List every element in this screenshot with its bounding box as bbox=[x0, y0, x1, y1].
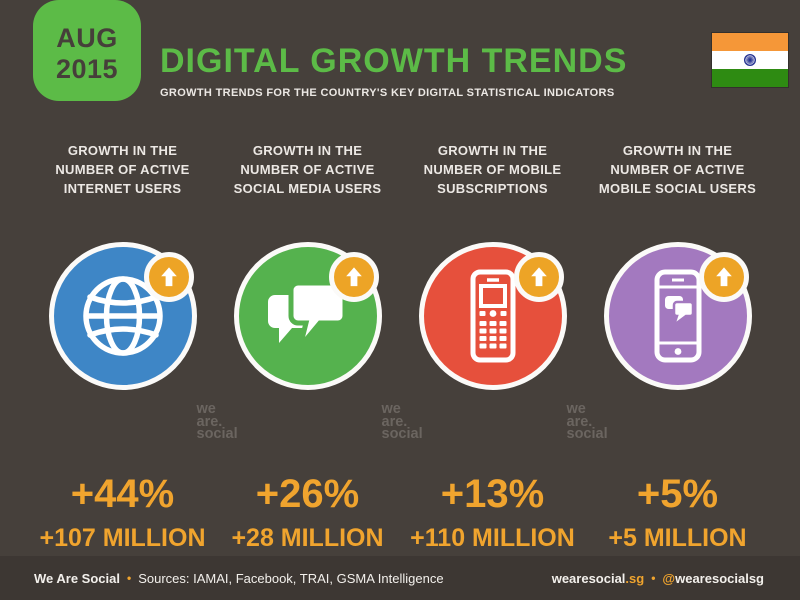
up-arrow-icon bbox=[160, 267, 177, 287]
footer-bar: We Are Social • Sources: IAMAI, Facebook… bbox=[0, 556, 800, 600]
footer-left: We Are Social • Sources: IAMAI, Facebook… bbox=[34, 571, 444, 586]
bullet-separator-icon: • bbox=[651, 571, 656, 585]
up-arrow-icon bbox=[345, 267, 362, 287]
smartphone-chat-icon bbox=[654, 269, 701, 363]
circle-area: we are. social bbox=[400, 242, 608, 443]
metric-heading: GROWTH IN THE NUMBER OF ACTIVE INTERNET … bbox=[55, 143, 190, 196]
circle-area: we are. social bbox=[215, 242, 423, 443]
we-are-social-watermark: we are. social bbox=[566, 401, 608, 442]
we-are-social-watermark: we are. social bbox=[381, 401, 423, 442]
flag-saffron-band bbox=[712, 33, 788, 51]
growth-arrow-badge bbox=[143, 252, 194, 302]
growth-absolute: +107 MILLION bbox=[39, 524, 206, 552]
mobile-subscriptions-circle bbox=[418, 242, 567, 390]
up-arrow-icon bbox=[715, 267, 732, 287]
social-media-users-circle bbox=[233, 242, 382, 390]
metric-column-social-media-users: GROWTH IN THE NUMBER OF ACTIVE SOCIAL ME… bbox=[215, 142, 423, 600]
growth-arrow-badge bbox=[698, 252, 749, 302]
title-block: DIGITAL GROWTH TRENDS GROWTH TRENDS FOR … bbox=[160, 44, 627, 99]
mobile-social-users-circle bbox=[603, 242, 752, 390]
internet-users-circle bbox=[48, 242, 197, 390]
globe-icon bbox=[82, 276, 163, 356]
up-arrow-icon bbox=[530, 267, 547, 287]
metric-column-mobile-social-users: GROWTH IN THE NUMBER OF ACTIVE MOBILE SO… bbox=[585, 142, 770, 600]
growth-percent: +26% bbox=[255, 472, 360, 516]
website-tld: .sg bbox=[625, 570, 645, 586]
handle-at-sign: @ bbox=[662, 570, 676, 586]
india-flag bbox=[712, 33, 788, 87]
ashoka-chakra-icon bbox=[743, 53, 757, 67]
date-year: 2015 bbox=[55, 53, 119, 84]
social-handle: wearesocialsg bbox=[675, 570, 764, 586]
growth-arrow-badge bbox=[328, 252, 379, 302]
flag-white-band bbox=[712, 51, 788, 69]
metric-heading: GROWTH IN THE NUMBER OF ACTIVE SOCIAL ME… bbox=[233, 143, 382, 196]
growth-percent: +13% bbox=[440, 472, 545, 516]
metric-heading: GROWTH IN THE NUMBER OF MOBILE SUBSCRIPT… bbox=[423, 143, 562, 196]
page-title: DIGITAL GROWTH TRENDS bbox=[160, 42, 628, 80]
bullet-separator-icon: • bbox=[126, 571, 132, 585]
sources-text: Sources: IAMAI, Facebook, TRAI, GSMA Int… bbox=[138, 570, 444, 586]
metric-heading: GROWTH IN THE NUMBER OF ACTIVE MOBILE SO… bbox=[598, 143, 757, 196]
website-link: wearesocial bbox=[551, 570, 626, 586]
growth-absolute: +110 MILLION bbox=[410, 524, 575, 552]
date-month: AUG bbox=[56, 23, 118, 54]
metric-column-mobile-subscriptions: GROWTH IN THE NUMBER OF MOBILE SUBSCRIPT… bbox=[400, 142, 608, 600]
metrics-row: GROWTH IN THE NUMBER OF ACTIVE INTERNET … bbox=[30, 142, 770, 600]
circle-area: we are. social bbox=[30, 242, 238, 443]
growth-absolute: +28 MILLION bbox=[231, 524, 384, 552]
brand-name: We Are Social bbox=[34, 570, 120, 586]
growth-percent: +44% bbox=[70, 472, 175, 516]
growth-percent: +5% bbox=[636, 472, 719, 516]
flag-green-band bbox=[712, 69, 788, 87]
growth-arrow-badge bbox=[513, 252, 564, 302]
growth-absolute: +5 MILLION bbox=[608, 524, 747, 552]
metric-column-internet-users: GROWTH IN THE NUMBER OF ACTIVE INTERNET … bbox=[30, 142, 238, 600]
date-badge: AUG 2015 bbox=[33, 0, 141, 101]
circle-area bbox=[585, 242, 770, 443]
page-subtitle: GROWTH TRENDS FOR THE COUNTRY'S KEY DIGI… bbox=[160, 87, 615, 99]
footer-right: wearesocial .sg • @ wearesocialsg bbox=[552, 571, 764, 586]
we-are-social-watermark: we are. social bbox=[196, 401, 238, 442]
feature-phone-icon bbox=[470, 269, 515, 363]
